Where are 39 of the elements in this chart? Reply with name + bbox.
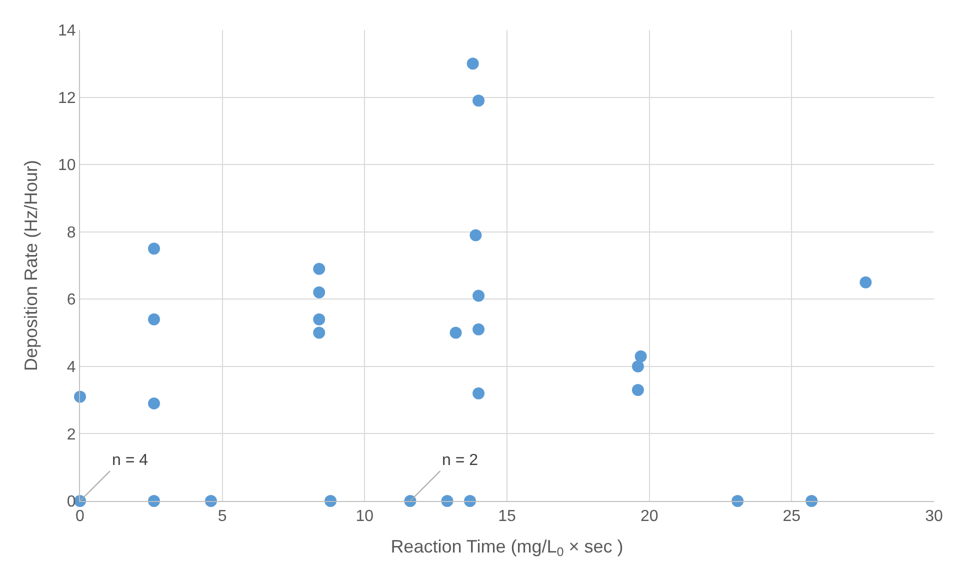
point — [450, 326, 462, 339]
y-tick-label: 2 — [66, 426, 76, 444]
point — [472, 290, 485, 302]
y-tick-label: 4 — [66, 359, 76, 376]
x-tick-label: 20 — [640, 508, 658, 526]
point — [148, 242, 160, 255]
y-tick-label: 8 — [66, 224, 76, 242]
point — [74, 390, 86, 403]
point — [632, 384, 644, 396]
point — [472, 94, 485, 107]
x-tick-label: 30 — [925, 508, 943, 526]
y-tick-label: 10 — [58, 157, 76, 174]
point — [148, 397, 160, 410]
point — [313, 286, 326, 298]
x-axis-title: Reaction Time (mg/L$_{0}$ × sec ) — [390, 536, 624, 560]
point — [313, 326, 326, 339]
point — [472, 323, 485, 336]
point — [313, 313, 326, 326]
y-tick-label: 0 — [66, 494, 76, 511]
annotation: n = 2 — [442, 452, 478, 469]
x-tick-label: 10 — [356, 508, 374, 526]
x-tick-label: 25 — [782, 508, 801, 526]
point — [472, 387, 485, 400]
x-tick-label: 15 — [498, 508, 516, 526]
point — [860, 276, 872, 288]
y-axis-title: Deposition Rate (Hz/Hour) — [21, 160, 42, 372]
point — [466, 58, 479, 70]
point — [441, 495, 454, 507]
point — [632, 360, 644, 372]
point — [204, 495, 217, 507]
x-tick-label: 5 — [218, 508, 227, 526]
point — [313, 262, 326, 275]
point — [634, 350, 647, 362]
point — [470, 229, 482, 242]
point — [148, 313, 160, 326]
annotation: n = 4 — [112, 452, 148, 469]
y-tick-label: 6 — [66, 292, 76, 309]
y-tick-label: 14 — [58, 22, 76, 40]
y-tick-label: 12 — [58, 90, 76, 107]
